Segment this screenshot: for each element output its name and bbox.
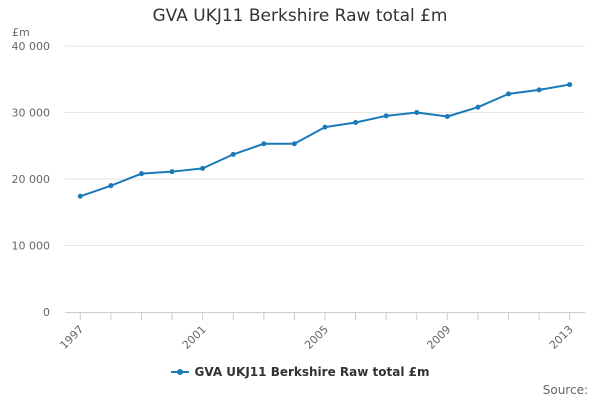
legend-item[interactable]: GVA UKJ11 Berkshire Raw total £m <box>170 365 430 379</box>
y-axis-unit-label: £m <box>12 26 30 39</box>
x-axis-tick-labels: 1997 2001 2005 2009 2013 <box>57 323 575 352</box>
y-axis-tick-labels: 0 10 000 20 000 30 000 40 000 <box>12 40 51 319</box>
data-point <box>77 193 83 199</box>
legend: GVA UKJ11 Berkshire Raw total £m <box>0 365 600 380</box>
data-point <box>261 141 267 147</box>
data-point <box>414 110 420 115</box>
y-tick-label: 30 000 <box>12 107 51 120</box>
data-point <box>200 165 206 171</box>
chart-title: GVA UKJ11 Berkshire Raw total £m <box>152 6 448 26</box>
data-point <box>322 124 328 130</box>
data-point <box>536 87 542 93</box>
data-point <box>230 151 236 157</box>
x-tick-label: 2009 <box>424 323 453 352</box>
grid-lines <box>65 45 585 246</box>
y-tick-label: 40 000 <box>12 40 51 53</box>
series-line <box>79 83 570 198</box>
x-tick-label: 2005 <box>302 323 331 352</box>
legend-label: GVA UKJ11 Berkshire Raw total £m <box>194 365 430 379</box>
data-point <box>108 183 114 189</box>
x-axis <box>65 312 585 320</box>
x-tick-label: 2013 <box>547 323 576 352</box>
data-point <box>475 104 481 110</box>
data-point <box>291 141 297 147</box>
y-tick-label: 0 <box>43 306 50 319</box>
data-point <box>169 169 175 175</box>
y-tick-label: 20 000 <box>12 173 51 186</box>
data-point <box>444 113 450 119</box>
x-tick-label: 1997 <box>57 323 86 352</box>
y-tick-label: 10 000 <box>12 240 51 253</box>
legend-marker-icon <box>170 367 189 377</box>
data-point <box>138 171 144 177</box>
data-point <box>567 82 573 88</box>
data-point <box>353 119 359 125</box>
series-group <box>77 82 573 199</box>
data-point <box>506 91 512 97</box>
source-credit[interactable]: Source: <box>542 383 588 397</box>
data-point <box>383 113 389 119</box>
x-tick-label: 2001 <box>180 323 209 352</box>
